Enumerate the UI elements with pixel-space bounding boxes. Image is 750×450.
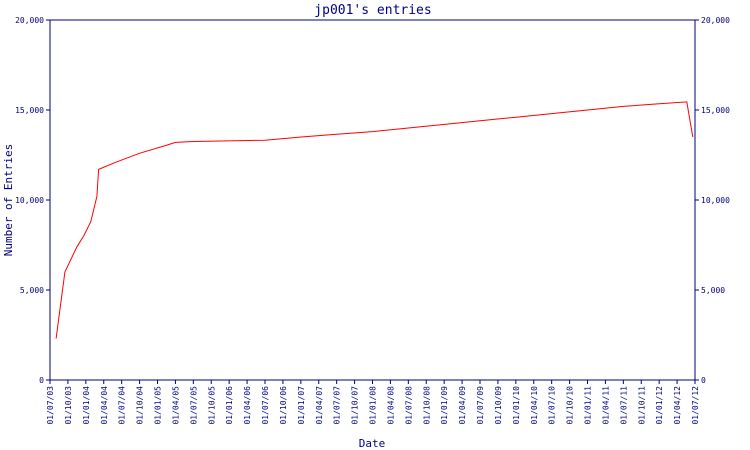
y-tick-label-left: 0 bbox=[39, 376, 44, 385]
x-tick-label: 01/07/06 bbox=[261, 386, 270, 425]
y-axis: 0 0 5,000 5,000 10,000 10,000 15,000 15,000 20,0… bbox=[15, 16, 730, 385]
y-tick-label-right: 15,000 bbox=[701, 106, 730, 115]
x-tick-label: 01/04/08 bbox=[386, 386, 395, 425]
x-tick-label: 01/04/05 bbox=[171, 386, 180, 425]
x-tick-label: 01/07/03 bbox=[46, 386, 55, 425]
plot-area-frame bbox=[49, 19, 696, 381]
x-tick-label: 01/01/10 bbox=[512, 386, 521, 425]
x-tick-label: 01/01/04 bbox=[82, 386, 91, 425]
x-tick-label: 01/10/10 bbox=[566, 386, 575, 425]
x-tick-label: 01/07/10 bbox=[548, 386, 557, 425]
x-tick-label: 01/01/12 bbox=[655, 386, 664, 425]
x-axis: 01/07/03 01/10/03 01/01/04 01/04/04 01/07/04… bbox=[46, 380, 700, 425]
x-tick-label: 01/04/07 bbox=[315, 386, 324, 425]
x-tick-label: 01/01/07 bbox=[297, 386, 306, 425]
x-tick-label: 01/10/04 bbox=[136, 386, 145, 425]
x-tick-label: 01/07/12 bbox=[691, 386, 700, 425]
y-axis-label: Number of Entries bbox=[2, 144, 15, 257]
x-tick-label: 01/04/10 bbox=[530, 386, 539, 425]
x-tick-label: 01/01/06 bbox=[225, 386, 234, 425]
x-tick-label: 01/04/06 bbox=[243, 386, 252, 425]
x-tick-label: 01/07/05 bbox=[189, 386, 198, 425]
y-tick-label-right: 5,000 bbox=[701, 286, 725, 295]
x-tick-label: 01/07/09 bbox=[476, 386, 485, 425]
x-tick-label: 01/04/12 bbox=[673, 386, 682, 425]
y-tick-label-left: 15,000 bbox=[15, 106, 44, 115]
y-tick-label-left: 10,000 bbox=[15, 196, 44, 205]
x-tick-label: 01/10/09 bbox=[494, 386, 503, 425]
x-tick-label: 01/10/11 bbox=[637, 386, 646, 425]
x-tick-label: 01/07/11 bbox=[619, 386, 628, 425]
y-tick-label-left: 5,000 bbox=[20, 286, 44, 295]
x-tick-label: 01/07/08 bbox=[404, 386, 413, 425]
chart-title: jp001's entries bbox=[314, 3, 431, 18]
y-tick-label-right: 10,000 bbox=[701, 196, 730, 205]
x-axis-label: Date bbox=[359, 437, 386, 450]
x-tick-label: 01/04/04 bbox=[100, 386, 109, 425]
x-tick-label: 01/10/06 bbox=[279, 386, 288, 425]
x-tick-label: 01/01/09 bbox=[440, 386, 449, 425]
x-tick-label: 01/01/08 bbox=[369, 386, 378, 425]
x-tick-label: 01/01/05 bbox=[154, 386, 163, 425]
x-tick-label: 01/10/03 bbox=[64, 386, 73, 425]
y-tick-label-left: 20,000 bbox=[15, 16, 44, 25]
x-tick-label: 01/04/11 bbox=[601, 386, 610, 425]
x-tick-label: 01/10/07 bbox=[351, 386, 360, 425]
x-tick-label: 01/07/07 bbox=[333, 386, 342, 425]
x-tick-label: 01/07/04 bbox=[118, 386, 127, 425]
y-tick-label-right: 20,000 bbox=[701, 16, 730, 25]
x-tick-label: 01/10/08 bbox=[422, 386, 431, 425]
x-tick-label: 01/10/05 bbox=[207, 386, 216, 425]
x-tick-label: 01/04/09 bbox=[458, 386, 467, 425]
series-line bbox=[55, 101, 694, 339]
y-tick-label-right: 0 bbox=[701, 376, 706, 385]
x-tick-label: 01/01/11 bbox=[584, 386, 593, 425]
